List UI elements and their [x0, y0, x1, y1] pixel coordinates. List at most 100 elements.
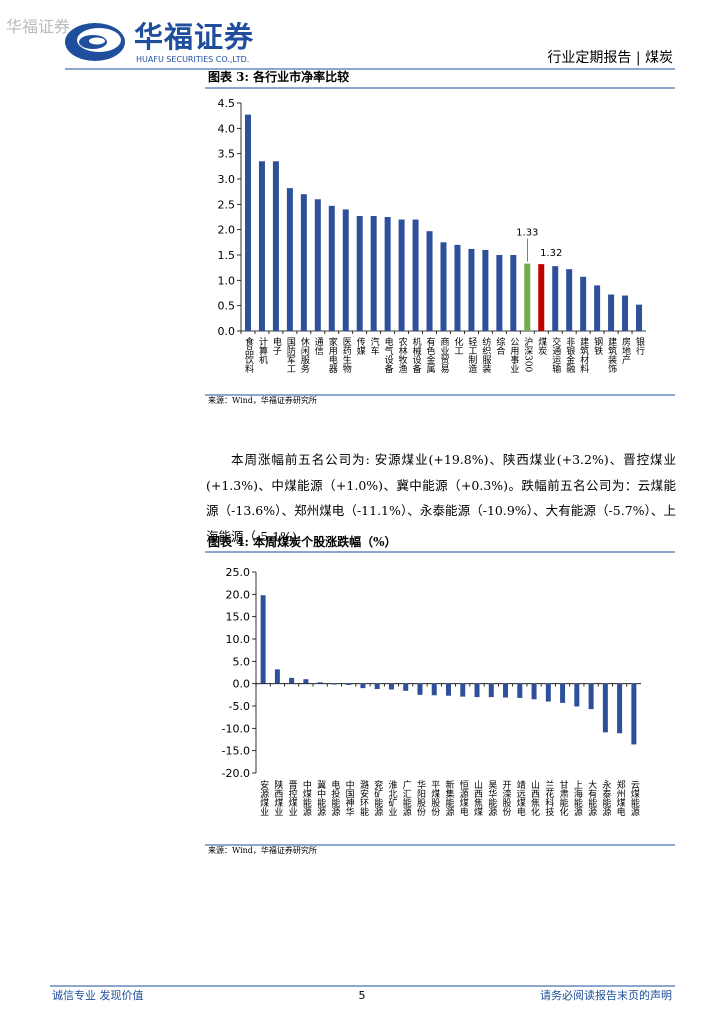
x-tick-label: 钢铁 [592, 336, 603, 356]
y-tick-label: -5.0 [229, 700, 250, 713]
x-tick-label: 建筑装饰 [606, 336, 617, 374]
x-tick-label: 轻工制造 [466, 336, 477, 374]
x-tick-label: 上海能源 [572, 780, 583, 817]
bar [374, 683, 380, 690]
bar [636, 304, 643, 331]
bar [244, 114, 251, 331]
bar [412, 219, 419, 331]
x-tick-label: 房地产 [620, 336, 631, 365]
bar [622, 295, 629, 331]
chart-title: 图表 4: 本周煤炭个股涨跌幅（%） [208, 534, 397, 549]
x-tick-label: 煤炭 [536, 336, 547, 356]
x-tick-label: 汽车 [369, 336, 380, 356]
chart-title: 图表 3: 各行业市净率比较 [208, 69, 349, 84]
source: 来源：Wind，华福证券研究所 [208, 395, 317, 405]
x-tick-label: 机械设备 [411, 336, 422, 373]
report-type: 行业定期报告 | 煤炭 [547, 50, 673, 66]
bar [482, 249, 489, 331]
x-tick-label: 山西焦化 [529, 780, 540, 817]
bar [440, 242, 447, 331]
bar [517, 683, 523, 698]
x-tick-label: 农林牧渔 [397, 336, 408, 373]
y-tick-label: 0.0 [233, 678, 251, 691]
paragraph: 本周涨幅前五名公司为: 安源煤业(+19.8%)、陕西煤业(+3.2%)、晋控煤… [206, 452, 676, 544]
x-tick-label: 公用事业 [508, 337, 519, 373]
bar [631, 683, 637, 745]
bar [317, 682, 323, 684]
y-tick-label: 3.0 [218, 173, 236, 186]
bar [468, 248, 475, 331]
y-tick-label: 4.5 [218, 97, 236, 110]
bar [370, 215, 377, 331]
bar [524, 263, 531, 331]
x-tick-label: 开滦股份 [501, 780, 512, 817]
x-tick-label: 家用电器 [327, 336, 338, 373]
x-tick-label: 中煤能源 [301, 779, 312, 817]
logo [65, 23, 125, 61]
x-tick-label: 有色金属 [425, 336, 436, 374]
x-tick-label: 山西焦煤 [472, 780, 483, 817]
y-tick-label: 1.0 [218, 274, 236, 287]
y-tick-label: 2.5 [218, 198, 236, 211]
bar [426, 231, 433, 331]
bar [580, 276, 587, 331]
bar [403, 683, 409, 691]
logo-english: HUAFU SECURITIES CO.,LTD. [136, 55, 249, 64]
x-tick-label: 化工 [452, 336, 463, 355]
bar [300, 194, 307, 331]
y-tick-label: -10.0 [222, 722, 250, 735]
y-tick-label: 3.5 [218, 148, 236, 161]
x-tick-label: 冀中能源 [315, 779, 326, 817]
x-tick-label: 永泰能源 [600, 779, 611, 817]
x-tick-label: 兰花科技 [543, 779, 554, 817]
bar [545, 683, 551, 702]
x-tick-label: 电投能源 [329, 779, 340, 817]
x-tick-label: 电子 [271, 336, 282, 355]
bar [331, 683, 337, 685]
bar [608, 294, 615, 331]
page-number: 5 [359, 989, 366, 1002]
bar [360, 683, 366, 689]
source: 来源：Wind，华福证券研究所 [208, 845, 317, 855]
logo-text: 华福证券 [134, 20, 254, 54]
bar [303, 679, 309, 684]
y-tick-label: 25.0 [226, 566, 251, 579]
data-label: 1.33 [516, 228, 538, 239]
bar [560, 683, 566, 703]
x-tick-label: 平煤股份 [429, 780, 440, 817]
x-tick-label: 纺织服装 [480, 336, 491, 374]
bar [274, 669, 280, 684]
bar [617, 683, 623, 734]
x-tick-label: 华阳股份 [415, 779, 426, 817]
bar [460, 683, 466, 697]
x-tick-label: 建筑材料 [578, 336, 589, 374]
bar [566, 269, 573, 331]
bar [342, 209, 349, 331]
bar [496, 255, 503, 331]
y-tick-label: 10.0 [226, 633, 251, 646]
x-tick-label: 通信 [313, 337, 324, 356]
y-tick-label: -20.0 [222, 767, 250, 780]
bar [384, 217, 391, 331]
y-tick-label: -15.0 [222, 745, 250, 758]
x-tick-label: 淮北矿业 [386, 780, 397, 816]
x-tick-label: 广汇能源 [401, 779, 412, 817]
x-tick-label: 传媒 [355, 336, 366, 356]
x-tick-label: 安源煤业 [258, 779, 269, 816]
x-tick-label: 甘肃能化 [558, 779, 569, 817]
bar [314, 199, 321, 331]
y-tick-label: 1.5 [218, 249, 236, 262]
bar [417, 683, 423, 695]
x-tick-label: 恒源煤电 [458, 779, 469, 816]
x-tick-label: 新集能源 [444, 779, 455, 817]
x-tick-label: 电气设备 [383, 336, 394, 373]
x-tick-label: 昊华能源 [486, 780, 497, 817]
bar [588, 683, 594, 710]
bar [510, 255, 517, 331]
bar [398, 219, 405, 331]
bar [446, 683, 451, 696]
x-tick-label: 交通运输 [550, 336, 561, 374]
watermark: 华福证券 [6, 17, 70, 36]
